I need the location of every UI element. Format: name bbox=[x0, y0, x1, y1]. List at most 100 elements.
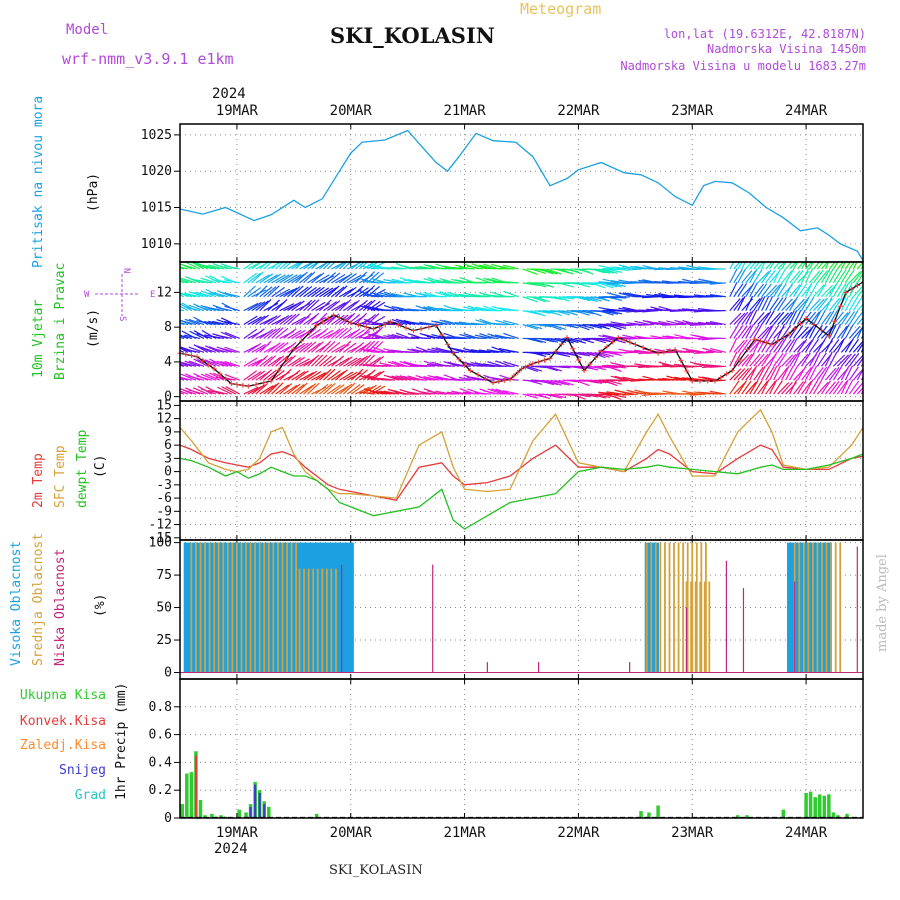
wind-speed-marker bbox=[418, 326, 424, 332]
credit-text: made by Angel bbox=[875, 554, 890, 652]
wind-barb bbox=[391, 375, 408, 381]
wind-barb bbox=[267, 382, 280, 395]
wind-barb bbox=[315, 327, 329, 339]
wind-speed-marker bbox=[763, 340, 769, 346]
wind-barb bbox=[745, 310, 754, 325]
cloud-series-niska-oblacnost bbox=[341, 546, 858, 673]
wind-barb bbox=[793, 310, 802, 325]
wind-barb bbox=[463, 306, 479, 312]
series-line-speed bbox=[179, 281, 864, 387]
cloud-bar bbox=[197, 542, 202, 673]
wind-barb bbox=[852, 311, 863, 325]
cloud-bar bbox=[807, 542, 810, 673]
wind-barb bbox=[526, 337, 543, 343]
wind-barb bbox=[482, 350, 499, 353]
wind-barb bbox=[622, 393, 639, 396]
wind-barb bbox=[426, 363, 444, 367]
wind-barb bbox=[741, 325, 752, 339]
wind-barb bbox=[805, 296, 815, 311]
precip-ylabel: 1hr Precip (mm) bbox=[114, 683, 129, 800]
wind-barb bbox=[271, 274, 286, 284]
wind-barb bbox=[403, 351, 420, 353]
wind-barb bbox=[777, 296, 787, 311]
y-tick-label: 3 bbox=[164, 451, 172, 466]
wind-barb bbox=[251, 384, 265, 395]
wind-barb bbox=[558, 282, 575, 288]
precip-bar bbox=[263, 804, 266, 818]
day-label-bottom: 21MAR bbox=[444, 825, 487, 841]
wind-barb bbox=[323, 315, 337, 326]
wind-barb bbox=[817, 381, 829, 395]
wind-barb bbox=[192, 387, 209, 395]
precip-legend-item: Ukupna Kisa bbox=[20, 688, 106, 703]
wind-barb bbox=[323, 287, 337, 298]
wind-barb bbox=[578, 282, 595, 286]
wind-speed-marker bbox=[511, 373, 517, 379]
cloud-bar bbox=[790, 542, 795, 673]
wind-barb bbox=[709, 320, 726, 326]
wind-barb bbox=[554, 379, 570, 386]
wind-speed-marker bbox=[376, 324, 382, 330]
wind-barb bbox=[359, 305, 376, 312]
wind-barb bbox=[267, 314, 282, 326]
cloud-bar bbox=[208, 542, 211, 673]
cloud-bar bbox=[793, 542, 798, 673]
wind-barb bbox=[765, 380, 776, 395]
wind-barb bbox=[594, 296, 610, 302]
wind-barb bbox=[430, 281, 447, 284]
y-tick-label: 0.4 bbox=[149, 755, 173, 770]
wind-barb bbox=[418, 281, 436, 284]
wind-barb bbox=[749, 380, 759, 395]
wind-barb bbox=[805, 311, 817, 325]
wind-label-2: Brzina i Pravac bbox=[53, 263, 68, 380]
wind-barb bbox=[848, 310, 859, 325]
wind-barb bbox=[785, 268, 795, 284]
wind-speed-marker bbox=[276, 367, 282, 373]
wind-barb bbox=[813, 269, 824, 284]
wind-barb bbox=[856, 368, 863, 381]
precip-bar bbox=[831, 812, 836, 818]
precip-bar bbox=[845, 813, 849, 818]
wind-barb bbox=[824, 262, 830, 270]
wind-barb bbox=[832, 339, 844, 353]
precip-bar bbox=[656, 805, 660, 818]
wind-barb bbox=[180, 267, 185, 270]
wind-barb bbox=[180, 268, 181, 269]
wind-barb bbox=[180, 351, 181, 353]
wind-barb bbox=[709, 337, 726, 340]
wind-barb bbox=[753, 296, 763, 311]
wind-barb bbox=[193, 262, 209, 270]
panel-frame-temp bbox=[179, 400, 864, 541]
wind-barb bbox=[526, 323, 543, 330]
wind-barb bbox=[188, 389, 205, 395]
wind-barb bbox=[848, 270, 861, 284]
wind-barb bbox=[495, 319, 511, 326]
wind-barb bbox=[578, 268, 594, 275]
wind-barb bbox=[307, 262, 320, 270]
wind-barb bbox=[279, 314, 293, 326]
wind-speed-marker bbox=[519, 366, 524, 372]
svg-text:W: W bbox=[84, 290, 90, 300]
wind-barb bbox=[729, 298, 741, 312]
wind-barb bbox=[458, 309, 475, 312]
wind-speed-marker bbox=[336, 315, 342, 321]
precip-bar bbox=[237, 809, 241, 818]
wind-barb bbox=[180, 309, 185, 312]
wind-barb bbox=[542, 379, 559, 386]
cloud-bar bbox=[798, 542, 801, 673]
temp-unit: (C) bbox=[93, 455, 108, 478]
wind-speed-marker bbox=[781, 334, 787, 340]
wind-speed-marker bbox=[299, 338, 305, 344]
wind-barb bbox=[212, 347, 228, 353]
wind-barb bbox=[224, 346, 240, 353]
cloud-bar bbox=[263, 542, 266, 673]
cloud-bar bbox=[322, 542, 327, 673]
precip-bar bbox=[808, 791, 813, 818]
wind-barb bbox=[291, 300, 305, 312]
y-tick-label: 0.8 bbox=[149, 700, 172, 715]
cloud-bar bbox=[677, 542, 680, 673]
wind-speed-marker bbox=[522, 364, 528, 370]
wind-speed-marker bbox=[803, 315, 809, 321]
wind-barb bbox=[614, 375, 631, 381]
cloud-bar bbox=[265, 542, 270, 673]
